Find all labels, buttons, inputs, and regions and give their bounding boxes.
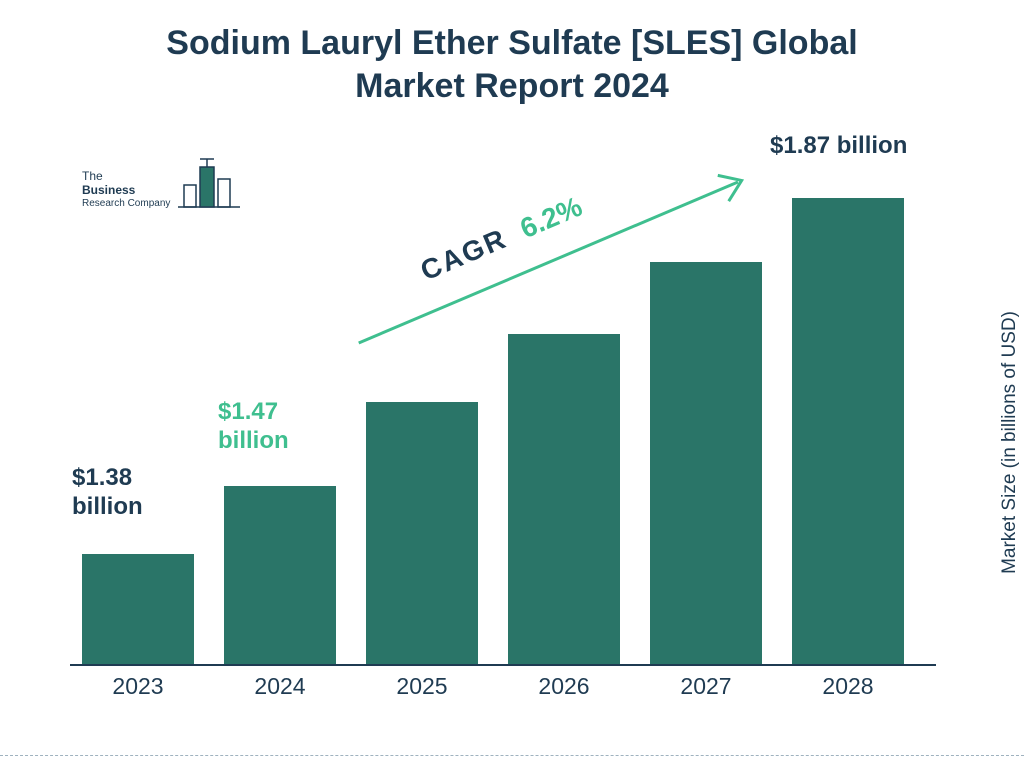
y-axis-label: Market Size (in billions of USD) — [999, 311, 1021, 574]
bar-2026 — [508, 334, 620, 664]
value-callout-2024: $1.47 billion — [218, 398, 358, 456]
title-line-1: Sodium Lauryl Ether Sulfate [SLES] Globa… — [166, 24, 857, 62]
bar-2024 — [224, 486, 336, 664]
chart-title: Sodium Lauryl Ether Sulfate [SLES] Globa… — [0, 22, 1024, 107]
bar-2023 — [82, 554, 194, 664]
x-label-2023: 2023 — [82, 673, 194, 700]
bar-2027 — [650, 262, 762, 664]
title-line-2: Market Report 2024 — [355, 67, 669, 105]
x-label-2028: 2028 — [792, 673, 904, 700]
bar-chart: 2023 2024 2025 2026 2027 2028 $1.38 billion $… — [70, 180, 930, 700]
x-axis-line — [70, 664, 936, 666]
bar-2028 — [792, 198, 904, 664]
x-label-2025: 2025 — [366, 673, 478, 700]
x-label-2024: 2024 — [224, 673, 336, 700]
value-callout-2023: $1.38 billion — [72, 464, 212, 522]
value-callout-2028: $1.87 billion — [770, 132, 950, 161]
footer-divider — [0, 755, 1024, 756]
x-label-2027: 2027 — [650, 673, 762, 700]
x-label-2026: 2026 — [508, 673, 620, 700]
bar-2025 — [366, 402, 478, 664]
